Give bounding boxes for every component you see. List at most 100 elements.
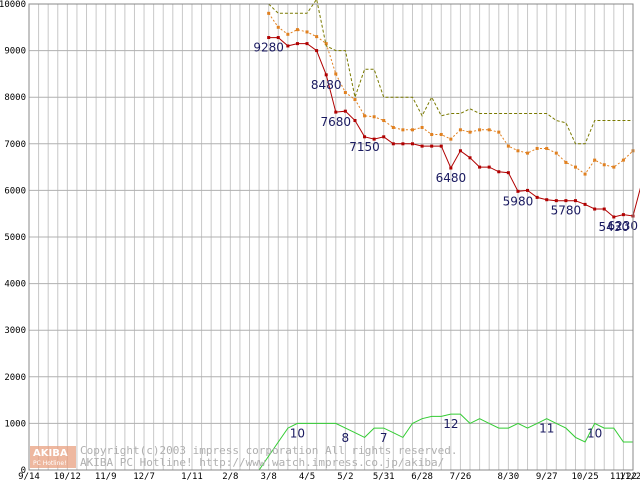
series-0-point [535, 195, 539, 199]
series-0-point [334, 110, 338, 114]
series-1-point [564, 160, 568, 164]
series-0-point [372, 137, 376, 141]
series-1-point [526, 151, 530, 155]
series-1-point [612, 165, 616, 169]
series-0-point [506, 171, 510, 175]
x-tick-label: 3/8 [261, 472, 277, 480]
series-0-point [430, 144, 434, 148]
x-tick-label: 7/26 [450, 472, 472, 480]
series-2-line [268, 0, 633, 145]
series-1-point [621, 158, 625, 162]
data-label: 10 [587, 426, 602, 440]
series-1-point [305, 30, 309, 34]
data-label: 5780 [551, 204, 582, 218]
series-1-point [506, 144, 510, 148]
series-1-point [401, 128, 405, 132]
series-1-point [420, 125, 424, 129]
y-tick-label: 8000 [4, 93, 26, 103]
watermark: AKIBA PC Hotline! Copyright(c)2003 impre… [30, 444, 458, 469]
x-tick-label: 4/5 [299, 472, 315, 480]
series-1-point [573, 165, 577, 169]
series-1 [267, 11, 635, 176]
series-1-point [334, 72, 338, 76]
series-1-point [343, 91, 347, 95]
series-0-point [458, 149, 462, 153]
series-0-point [612, 215, 616, 219]
y-tick-label: 2000 [4, 373, 26, 383]
x-tick-label: 9/27 [536, 472, 558, 480]
series-1-point [410, 128, 414, 132]
series-0-line [268, 37, 640, 218]
x-tick-label: 9/14 [18, 472, 40, 480]
series-0-point [391, 142, 395, 146]
series-0-point [468, 156, 472, 160]
series-0-point [439, 144, 443, 148]
y-tick-label: 1000 [4, 419, 26, 429]
series-0-point [363, 135, 367, 139]
x-tick-label: 6/28 [411, 472, 433, 480]
series-0-point [573, 199, 577, 203]
series-1-point [458, 128, 462, 132]
series-1-point [449, 137, 453, 141]
data-label: 6230 [607, 219, 638, 233]
data-label: 7680 [321, 115, 352, 129]
series-0-point [343, 109, 347, 113]
series-1-point [286, 32, 290, 36]
data-label: 12 [443, 417, 458, 431]
copyright-line: Copyright(c)2003 impress corporation All… [80, 444, 458, 457]
series-1-point [497, 130, 501, 134]
series-1-point [295, 28, 299, 32]
series-0-point [276, 36, 280, 40]
series-0-point [526, 188, 530, 192]
x-tick-label: 10/12 [54, 472, 81, 480]
series-0-point [382, 135, 386, 139]
x-axis-ticks: 9/14 10/12 11/9 12/7 1/11 2/8 3/8 4/5 5/2 5/31 6/2… [18, 472, 640, 480]
series-1-point [602, 163, 606, 167]
y-tick-label: 7000 [4, 140, 26, 150]
x-tick-label: 8/30 [498, 472, 520, 480]
series-1-point [430, 132, 434, 136]
data-label: 8 [342, 431, 350, 445]
plot-border [28, 3, 634, 471]
series-0-point [583, 202, 587, 206]
series-0-point [324, 73, 328, 77]
series-0-point [401, 142, 405, 146]
series-0-point [315, 49, 319, 53]
series-0-point [305, 42, 309, 46]
data-label: 5980 [503, 194, 534, 208]
series-1-point [391, 125, 395, 129]
data-label: 9280 [253, 41, 284, 55]
series-1-point [372, 115, 376, 119]
site-line: AKIBA PC Hotline! http://www.watch.impre… [80, 456, 444, 469]
series-0-point [420, 144, 424, 148]
series-0-point [621, 213, 625, 217]
series-0 [267, 36, 640, 219]
series-1-point [276, 25, 280, 29]
data-label: 6480 [436, 171, 467, 185]
y-tick-label: 10000 [0, 0, 26, 10]
series-0-point [545, 198, 549, 202]
series-1-point [363, 114, 367, 118]
x-tick-label: 12/7 [133, 472, 155, 480]
series-0-point [295, 42, 299, 46]
x-tick-label: 5/31 [373, 472, 395, 480]
series-1-point [324, 42, 328, 46]
data-label: 7150 [349, 140, 380, 154]
x-tick-label: 11/29 [619, 472, 640, 480]
series-0-point [410, 142, 414, 146]
series-1-point [478, 128, 482, 132]
logo-text-top: AKIBA [33, 448, 68, 459]
data-label: 10 [290, 426, 305, 440]
x-tick-label: 1/11 [181, 472, 203, 480]
series-0-point [602, 207, 606, 211]
series-1-point [267, 11, 271, 15]
series-1-point [516, 149, 520, 153]
series-1-point [468, 130, 472, 134]
series-0-point [564, 199, 568, 203]
y-axis-ticks: 0 1000 2000 3000 4000 5000 6000 7000 8000 9000 100… [0, 0, 26, 476]
series-0-point [497, 170, 501, 174]
series-0-point [593, 207, 597, 211]
y-tick-label: 4000 [4, 280, 26, 290]
x-tick-label: 2/8 [222, 472, 238, 480]
